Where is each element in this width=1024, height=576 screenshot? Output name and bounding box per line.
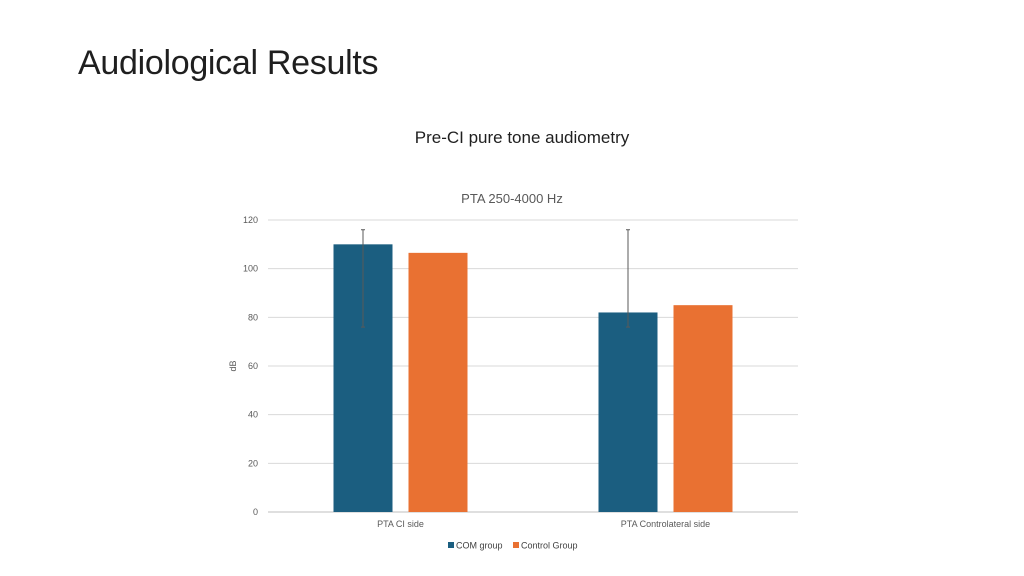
y-tick-label: 80: [248, 312, 258, 322]
legend-swatch: [448, 542, 454, 548]
y-tick-label: 0: [253, 507, 258, 517]
legend-label: COM group: [456, 541, 503, 551]
y-tick-label: 60: [248, 361, 258, 371]
slide-subtitle: Pre-CI pure tone audiometry: [414, 128, 630, 147]
x-tick-label: PTA CI side: [377, 519, 424, 529]
bar-control-group: [408, 252, 468, 512]
y-tick-label: 100: [243, 264, 258, 274]
y-tick-label: 120: [243, 215, 258, 225]
bar-com-group: [598, 312, 658, 512]
y-tick-label: 20: [248, 458, 258, 468]
y-tick-label: 40: [248, 410, 258, 420]
y-axis-label: dB: [228, 360, 238, 371]
slide-title: Audiological Results: [78, 44, 379, 82]
legend-swatch: [513, 542, 519, 548]
legend-label: Control Group: [521, 541, 578, 551]
x-tick-label: PTA Controlateral side: [621, 519, 710, 529]
chart-title: PTA 250-4000 Hz: [461, 191, 563, 206]
bar-control-group: [673, 305, 733, 512]
